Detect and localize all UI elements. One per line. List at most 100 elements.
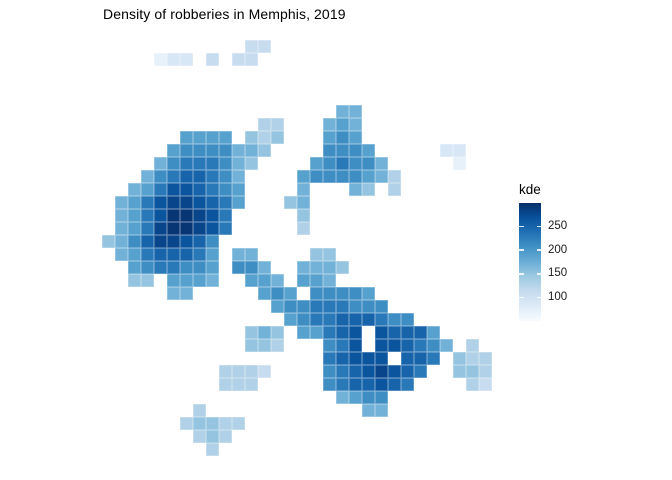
heatmap-tile [349, 183, 362, 196]
heatmap-tile [401, 365, 414, 378]
heatmap-tile [245, 378, 258, 391]
heatmap-tile [128, 274, 141, 287]
heatmap-tile [102, 235, 115, 248]
legend-tick-mark [519, 273, 524, 275]
heatmap-tile [349, 118, 362, 131]
heatmap-tile [193, 235, 206, 248]
heatmap-tile [336, 365, 349, 378]
heatmap-tile [206, 183, 219, 196]
heatmap-tile [271, 287, 284, 300]
heatmap-tile [219, 417, 232, 430]
heatmap-tile [167, 183, 180, 196]
heatmap-tile [206, 417, 219, 430]
heatmap-tile [414, 365, 427, 378]
heatmap-tile [180, 209, 193, 222]
heatmap-tile [336, 287, 349, 300]
heatmap-tile [232, 417, 245, 430]
heatmap-tile [128, 261, 141, 274]
heatmap-tile [453, 352, 466, 365]
heatmap-tile [297, 183, 310, 196]
heatmap-tile [232, 365, 245, 378]
heatmap-tile [271, 131, 284, 144]
heatmap-tile [362, 183, 375, 196]
heatmap-tile [375, 313, 388, 326]
heatmap-tile [167, 222, 180, 235]
heatmap-tile [232, 144, 245, 157]
legend-tick-mark [536, 249, 541, 251]
heatmap-tile [193, 430, 206, 443]
heatmap-tile [167, 274, 180, 287]
heatmap-tile [180, 287, 193, 300]
heatmap-tile [388, 313, 401, 326]
heatmap-tile [206, 274, 219, 287]
heatmap-tile [193, 144, 206, 157]
heatmap-tile [440, 339, 453, 352]
heatmap-tile [466, 339, 479, 352]
heatmap-tile [414, 326, 427, 339]
heatmap-tile [323, 261, 336, 274]
heatmap-tile [310, 287, 323, 300]
heatmap-tile [349, 365, 362, 378]
heatmap-tile [401, 352, 414, 365]
heatmap-tile [362, 300, 375, 313]
heatmap-tile [427, 339, 440, 352]
heatmap-tile [180, 235, 193, 248]
heatmap-tile [180, 144, 193, 157]
heatmap-tile [453, 144, 466, 157]
heatmap-tile [336, 131, 349, 144]
heatmap-tile [258, 144, 271, 157]
heatmap-tile [284, 196, 297, 209]
heatmap-tile [310, 170, 323, 183]
heatmap-tile [323, 144, 336, 157]
heatmap-tile [128, 248, 141, 261]
heatmap-tile [401, 313, 414, 326]
heatmap-tile [245, 53, 258, 66]
heatmap-tile [206, 53, 219, 66]
heatmap-tile [141, 170, 154, 183]
heatmap-tile [206, 222, 219, 235]
heatmap-tile [310, 326, 323, 339]
heatmap-tile [232, 170, 245, 183]
heatmap-tile [453, 365, 466, 378]
heatmap-tile [245, 339, 258, 352]
heatmap-tile [375, 352, 388, 365]
heatmap-tile [479, 378, 492, 391]
heatmap-tile [219, 209, 232, 222]
heatmap-tile [362, 365, 375, 378]
heatmap-tile [232, 157, 245, 170]
heatmap-tile [375, 404, 388, 417]
heatmap-tile [245, 326, 258, 339]
heatmap-tile [375, 326, 388, 339]
heatmap-tile [388, 378, 401, 391]
legend-tick-label: 200 [548, 243, 568, 256]
heatmap-tile [206, 430, 219, 443]
heatmap-tile [271, 274, 284, 287]
heatmap-tile [362, 352, 375, 365]
heatmap-tile [167, 144, 180, 157]
heatmap-tile [193, 170, 206, 183]
heatmap-tile [245, 261, 258, 274]
heatmap-tile [362, 404, 375, 417]
heatmap-tile [167, 53, 180, 66]
heatmap-tile [245, 365, 258, 378]
heatmap-tile [336, 326, 349, 339]
heatmap-tile [323, 157, 336, 170]
heatmap-tile [128, 209, 141, 222]
heatmap-tile [219, 144, 232, 157]
heatmap-tile [258, 339, 271, 352]
heatmap-tile [180, 131, 193, 144]
heatmap-tile [310, 300, 323, 313]
heatmap-tile [362, 313, 375, 326]
heatmap-tile [466, 352, 479, 365]
heatmap-tile [349, 391, 362, 404]
heatmap-tile [180, 274, 193, 287]
heatmap-tile [193, 248, 206, 261]
heatmap-tile [232, 261, 245, 274]
legend-tick-mark [519, 296, 524, 299]
heatmap-tile [193, 183, 206, 196]
legend-tick-mark [536, 225, 541, 228]
heatmap-tile [206, 235, 219, 248]
legend-tick-label: 100 [548, 290, 568, 303]
heatmap-tile [193, 222, 206, 235]
heatmap-tile [440, 144, 453, 157]
